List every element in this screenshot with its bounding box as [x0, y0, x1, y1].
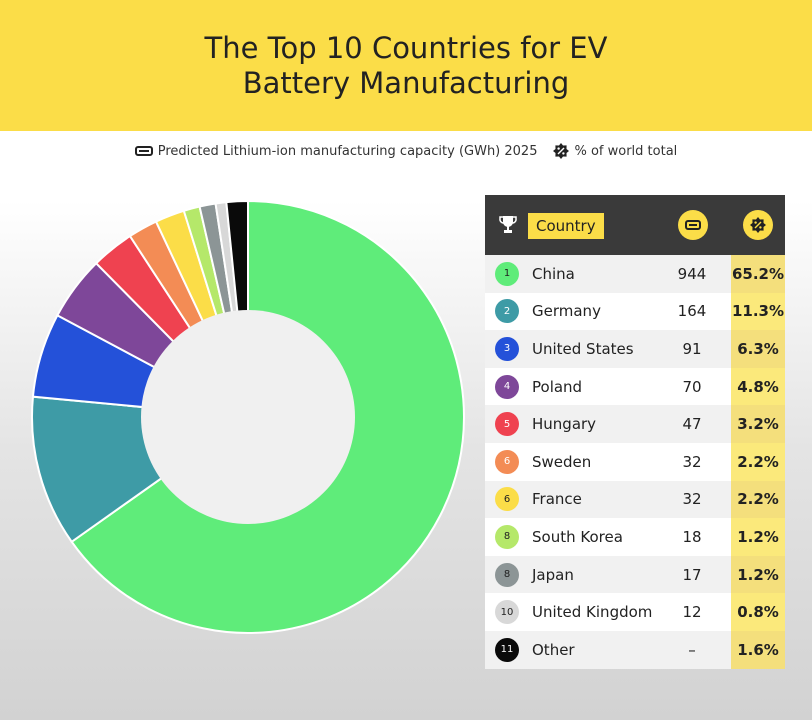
capacity-value: 18: [682, 527, 702, 546]
capacity-value: 944: [677, 264, 707, 283]
rank-badge: 1: [495, 261, 519, 286]
ranking-table: Country 1 China 944 65.2% 2 Germany 164 11.3% 3 U…: [485, 195, 785, 669]
table-header: Country: [485, 195, 785, 255]
share-value: 0.8%: [731, 593, 785, 631]
share-value: 4.8%: [731, 367, 785, 406]
capacity-value: 12: [682, 603, 702, 622]
share-value: 6.3%: [731, 330, 785, 368]
country-name: United Kingdom: [532, 603, 653, 622]
table-row: 8 Japan 17 1.2%: [485, 555, 785, 594]
share-column-header: [743, 210, 773, 240]
country-name: United States: [532, 339, 634, 358]
capacity-value: 70: [682, 377, 702, 396]
share-value: 1.2%: [731, 555, 785, 594]
header-banner: The Top 10 Countries for EV Battery Manu…: [0, 0, 812, 131]
rank-badge: 3: [495, 336, 519, 361]
capacity-value: 17: [682, 565, 702, 584]
table-row: 1 China 944 65.2%: [485, 255, 785, 293]
table-row: 6 Sweden 32 2.2%: [485, 442, 785, 481]
percent-badge-icon: [750, 217, 766, 233]
capacity-column-header: [678, 210, 708, 240]
rank-badge: 8: [495, 562, 519, 587]
legend-share: % of world total: [553, 143, 677, 159]
trophy-icon: [499, 216, 517, 233]
rank-badge: 6: [495, 487, 519, 512]
capacity-value: 164: [677, 302, 707, 321]
capacity-value: –: [688, 640, 696, 659]
country-name: Hungary: [532, 415, 597, 434]
table-row: 6 France 32 2.2%: [485, 480, 785, 519]
legend-capacity: Predicted Lithium-ion manufacturing capa…: [134, 143, 538, 159]
table-row: 8 South Korea 18 1.2%: [485, 518, 785, 556]
battery-icon: [685, 220, 701, 230]
page-title: The Top 10 Countries for EV Battery Manu…: [204, 30, 608, 100]
table-row: 2 Germany 164 11.3%: [485, 292, 785, 331]
table-row: 11 Other – 1.6%: [485, 630, 785, 669]
donut-hole: [141, 310, 355, 524]
country-name: Germany: [532, 302, 601, 321]
rank-badge: 11: [495, 637, 519, 662]
country-name: South Korea: [532, 527, 623, 546]
share-value: 1.6%: [731, 630, 785, 669]
rank-badge: 2: [495, 299, 519, 324]
country-name: China: [532, 264, 575, 283]
table-row: 4 Poland 70 4.8%: [485, 367, 785, 406]
legend: Predicted Lithium-ion manufacturing capa…: [0, 140, 812, 162]
share-value: 1.2%: [731, 518, 785, 556]
country-name: Poland: [532, 377, 583, 396]
table-row: 5 Hungary 47 3.2%: [485, 405, 785, 443]
share-value: 2.2%: [731, 442, 785, 481]
country-name: Sweden: [532, 452, 592, 471]
capacity-value: 32: [682, 452, 702, 471]
table-row: 10 United Kingdom 12 0.8%: [485, 593, 785, 631]
country-name: Other: [532, 640, 575, 659]
country-name: France: [532, 490, 582, 509]
rank-badge: 5: [495, 412, 519, 437]
legend-capacity-label: Predicted Lithium-ion manufacturing capa…: [157, 143, 538, 159]
rank-badge: 6: [495, 449, 519, 474]
rank-badge: 10: [495, 600, 519, 625]
share-value: 11.3%: [731, 292, 785, 331]
share-value: 3.2%: [731, 405, 785, 443]
capacity-value: 91: [682, 339, 702, 358]
country-column-header: Country: [528, 213, 604, 239]
donut-chart: [31, 199, 465, 634]
capacity-value: 47: [682, 415, 702, 434]
share-value: 2.2%: [731, 480, 785, 519]
share-value: 65.2%: [731, 255, 785, 293]
rank-badge: 8: [495, 524, 519, 549]
capacity-value: 32: [682, 490, 702, 509]
percent-badge-icon: [553, 143, 570, 159]
legend-share-label: % of world total: [574, 143, 678, 159]
country-name: Japan: [532, 565, 574, 584]
table-body: 1 China 944 65.2% 2 Germany 164 11.3% 3 United St…: [485, 255, 785, 669]
table-row: 3 United States 91 6.3%: [485, 330, 785, 368]
battery-icon: [134, 146, 153, 156]
rank-badge: 4: [495, 374, 519, 399]
